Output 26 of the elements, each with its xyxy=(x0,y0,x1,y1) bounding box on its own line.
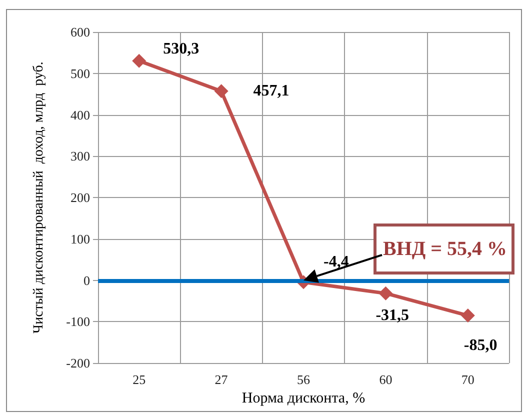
data-label: -4,4 xyxy=(324,254,349,271)
y-tick-label: 300 xyxy=(70,148,90,164)
data-label: -31,5 xyxy=(376,306,410,324)
data-label: 457,1 xyxy=(253,82,290,100)
x-tick-label: 60 xyxy=(379,372,392,388)
x-tick-label: 56 xyxy=(297,372,310,388)
y-tick-label: 200 xyxy=(70,190,90,206)
y-tick-label: -200 xyxy=(66,356,90,371)
x-tick-label: 25 xyxy=(132,372,146,388)
point xyxy=(132,54,146,68)
data-label: 530,3 xyxy=(163,40,200,58)
y-tick-label: 100 xyxy=(70,231,90,246)
point xyxy=(214,84,228,98)
data-label: -85,0 xyxy=(464,337,498,354)
x-tick-label: 70 xyxy=(461,372,474,388)
y-tick-label: 500 xyxy=(70,66,90,81)
x-axis-title: Норма дисконта, % xyxy=(242,390,366,406)
point xyxy=(378,286,393,300)
x-tick-label: 27 xyxy=(214,372,228,388)
point xyxy=(460,308,475,323)
y-tick-label: -100 xyxy=(66,314,90,330)
y-tick-label: 600 xyxy=(70,24,90,40)
y-tick-label: 0 xyxy=(84,272,90,288)
y-axis-title: Чистый дисконтированный доход, млрд руб. xyxy=(32,62,46,334)
annotation: ВНД = 55,4 % xyxy=(383,238,508,260)
y-tick-label: 400 xyxy=(70,107,90,122)
